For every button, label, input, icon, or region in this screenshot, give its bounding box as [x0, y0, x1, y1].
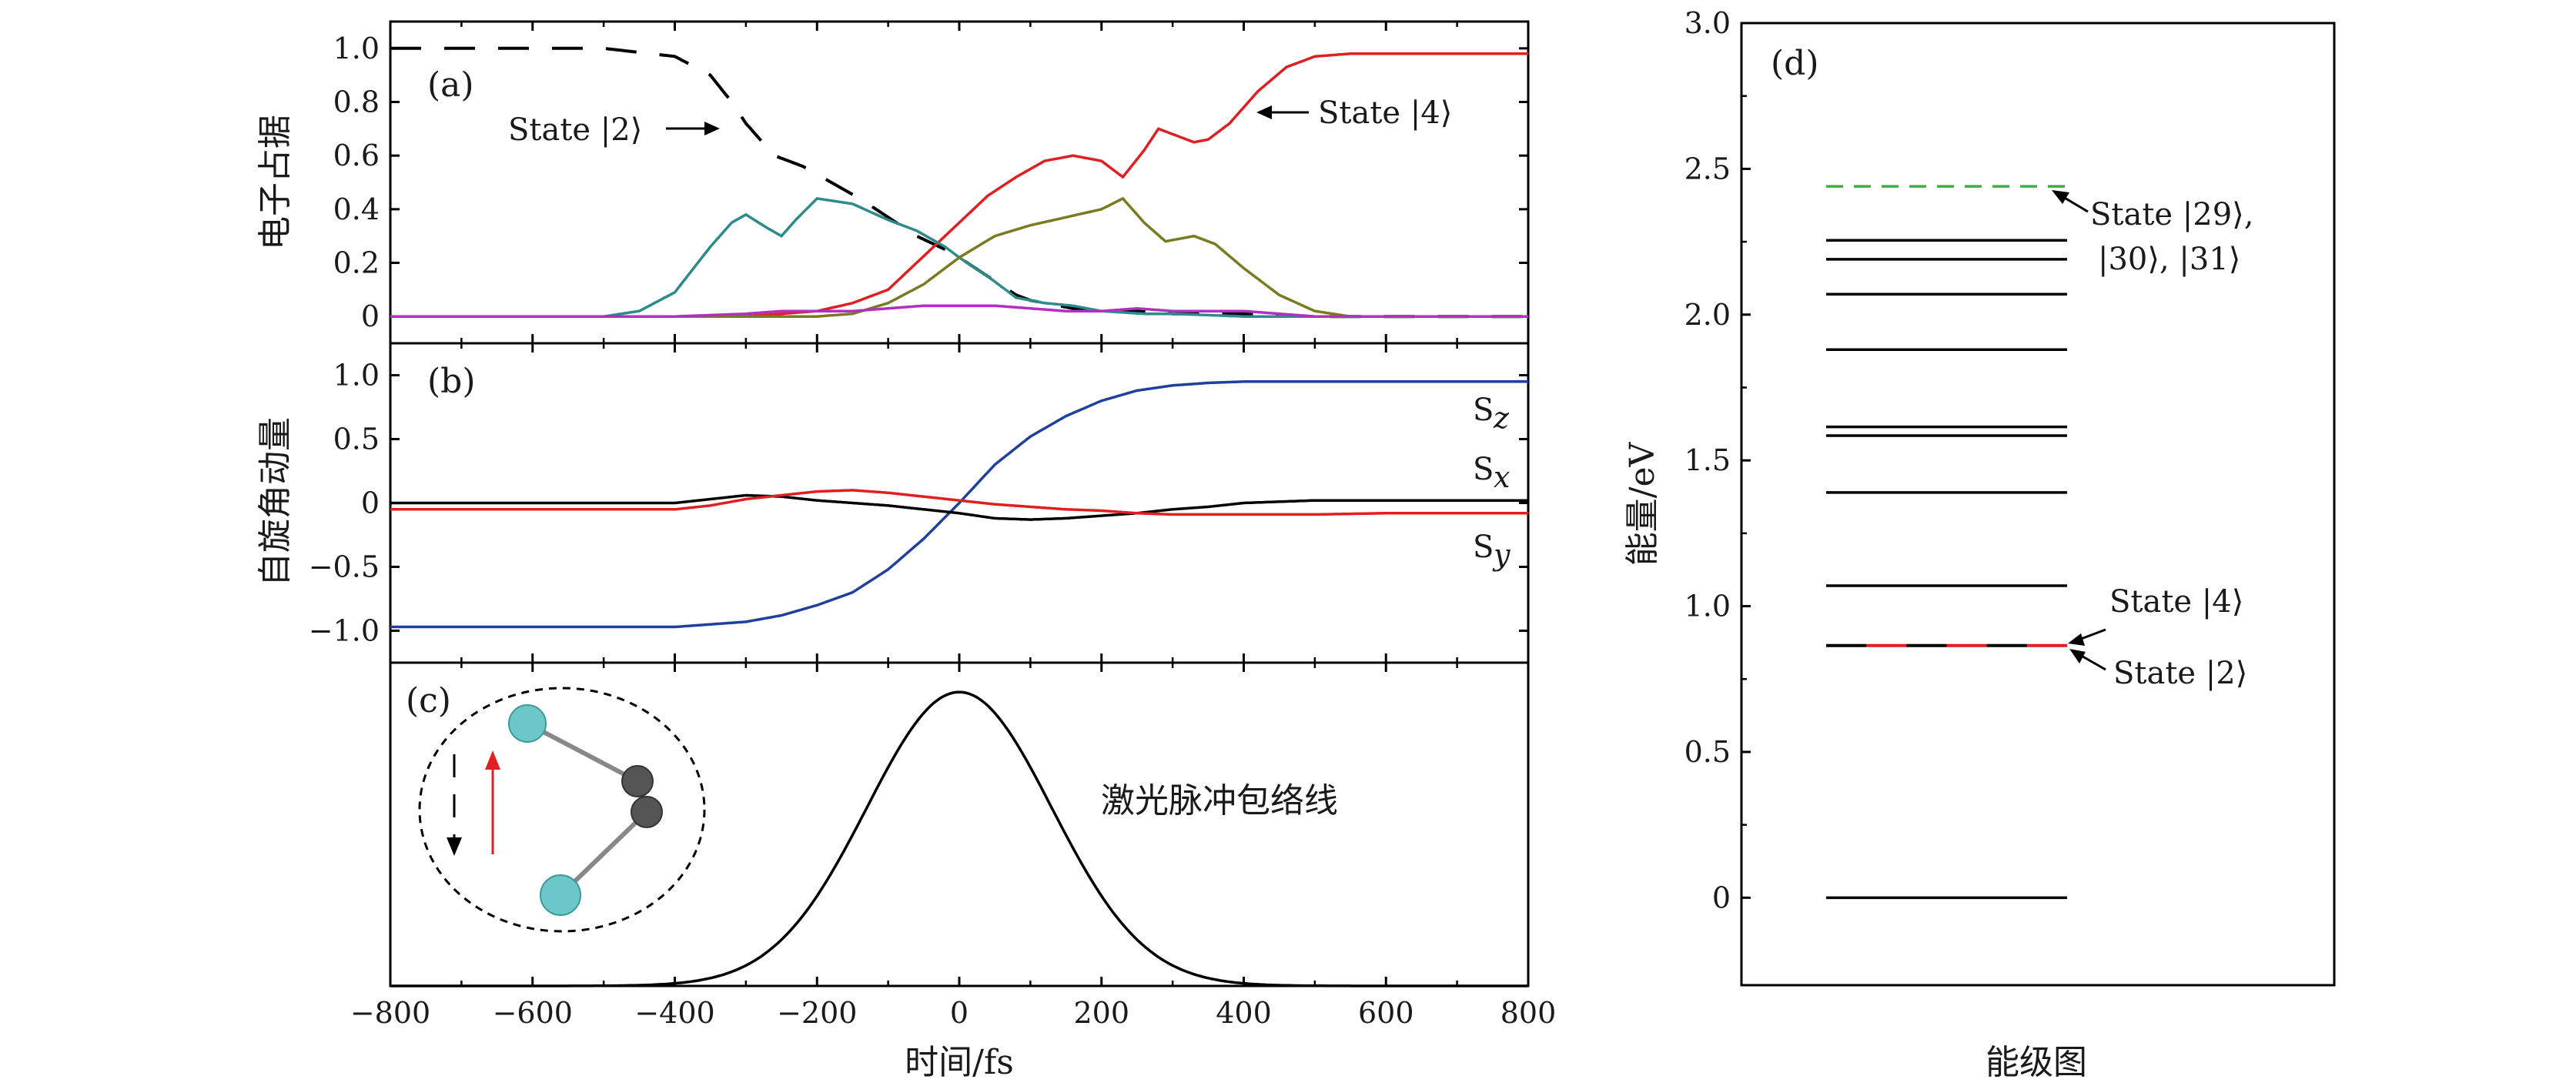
laser-envelope-label: 激光脉冲包络线 — [1101, 781, 1338, 820]
svg-text:S: S — [1473, 452, 1494, 487]
svg-text:S: S — [1473, 530, 1494, 565]
state4-arrowhead — [1256, 105, 1272, 119]
state2-arrowhead — [704, 122, 720, 135]
svg-text:z: z — [1493, 401, 1510, 435]
state2-level-arrow — [2078, 653, 2106, 671]
state4-annotation: State |4⟩ — [1318, 95, 1452, 131]
panel-label-a: (a) — [427, 65, 474, 105]
series-a-purple — [390, 304, 1528, 318]
series-a-state4 — [390, 52, 1528, 318]
x-tick-label: 600 — [1358, 996, 1414, 1030]
panel-d-x-label: 能级图 — [1986, 1043, 2087, 1082]
svg-text:x: x — [1494, 460, 1510, 494]
panel-label-d: (d) — [1771, 44, 1819, 83]
spin-up-arrowhead — [485, 750, 500, 770]
series-a-olive — [390, 196, 1528, 318]
state2-level-arrowhead — [2069, 649, 2086, 663]
x-tick-label: 0 — [950, 996, 969, 1030]
x-tick-label: −600 — [493, 996, 573, 1030]
panel-a-series — [390, 46, 1528, 319]
series-c-envelope — [390, 690, 1528, 987]
spin-down-arrowhead — [447, 837, 462, 856]
state29-annotation-line1: State |29⟩, — [2090, 197, 2253, 232]
state2-annotation: State |2⟩ — [508, 112, 642, 148]
panel-b-series — [390, 380, 1528, 629]
panel-b-ticks: −1.0 −0.5 0 0.5 1.0 — [309, 343, 1530, 663]
svg-text:S: S — [1473, 393, 1494, 428]
series-b-sy — [390, 489, 1528, 516]
y-tick-label: −1.0 — [309, 614, 380, 648]
panel-b-y-label: 自旋角动量 — [256, 417, 295, 586]
atom-c1 — [621, 765, 654, 797]
state4-level-arrowhead — [2068, 633, 2085, 646]
panel-a-y-label: 电子占据 — [256, 115, 295, 250]
y-tick-label: 0 — [361, 486, 380, 520]
sy-label: S y — [1473, 530, 1510, 572]
state29-annotation-line2: |30⟩, |31⟩ — [2098, 242, 2240, 277]
y-tick-label: 0 — [361, 299, 380, 333]
y-tick-label: 0.6 — [333, 139, 380, 172]
sx-label: S x — [1473, 452, 1510, 494]
x-tick-label: 400 — [1216, 996, 1272, 1030]
y-tick-label: 2.5 — [1684, 152, 1731, 185]
bond-1 — [526, 721, 639, 784]
y-tick-label: 2.0 — [1684, 298, 1731, 332]
y-tick-label: 0.4 — [333, 192, 380, 226]
series-b-sx — [390, 493, 1528, 521]
y-tick-label: 1.5 — [1684, 443, 1731, 477]
x-tick-label: 800 — [1500, 996, 1557, 1030]
panel-c-frame — [389, 661, 1530, 987]
series-a-state2 — [390, 46, 1528, 319]
y-tick-label: 0.2 — [333, 246, 380, 280]
x-tick-label: −800 — [350, 996, 430, 1030]
panel-d-ticks: 0 0.5 1.0 1.5 2.0 2.5 3.0 — [1684, 6, 1751, 914]
atom-c2 — [631, 796, 663, 828]
panel-d-frame — [1740, 22, 2336, 987]
atom-bottom — [540, 874, 581, 916]
state4-level-annotation: State |4⟩ — [2109, 584, 2243, 620]
y-tick-label: 1.0 — [333, 359, 380, 393]
y-tick-label: 1.0 — [333, 32, 380, 65]
x-tick-label: 200 — [1073, 996, 1129, 1030]
panel-label-b: (b) — [427, 362, 476, 401]
y-tick-label: 0.8 — [333, 85, 380, 119]
state2-level-annotation: State |2⟩ — [2113, 656, 2247, 691]
y-tick-label: −0.5 — [309, 550, 380, 584]
panel-label-c: (c) — [406, 681, 451, 720]
panel-c-ticks: −800 −600 −400 −200 0 200 400 600 800 — [350, 663, 1556, 1030]
y-tick-label: 0.5 — [1684, 735, 1731, 769]
series-a-teal — [390, 197, 1528, 318]
inset-dashed-circle — [418, 687, 706, 933]
y-tick-label: 0.5 — [333, 423, 380, 456]
svg-text:y: y — [1492, 538, 1510, 572]
x-tick-label: −200 — [777, 996, 857, 1030]
y-tick-label: 3.0 — [1684, 6, 1731, 40]
panel-d-levels — [1826, 185, 2067, 900]
sz-label: S z — [1473, 393, 1510, 435]
atom-top — [508, 704, 547, 743]
x-tick-label: −400 — [634, 996, 714, 1030]
y-tick-label: 0 — [1712, 880, 1731, 914]
panel-a-ticks: 0 0.2 0.4 0.6 0.8 1.0 — [333, 22, 1530, 343]
state29-arrowhead — [2052, 190, 2069, 204]
y-tick-label: 1.0 — [1684, 590, 1731, 623]
molecule-inset — [418, 687, 706, 933]
panel-c-series — [390, 690, 1528, 987]
panel-d-y-label: 能量/eV — [1623, 441, 1662, 566]
series-b-sz — [390, 380, 1528, 629]
x-axis-label: 时间/fs — [905, 1043, 1014, 1082]
panel-a-frame — [389, 20, 1530, 345]
